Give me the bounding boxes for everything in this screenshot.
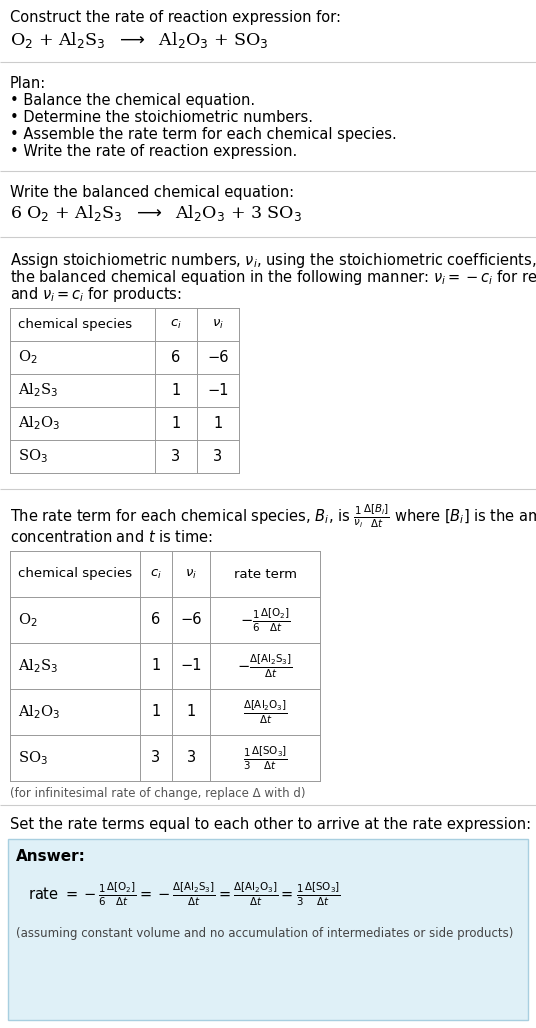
Text: the balanced chemical equation in the following manner: $\nu_i = -c_i$ for react: the balanced chemical equation in the fo…	[10, 268, 536, 287]
Text: Construct the rate of reaction expression for:: Construct the rate of reaction expressio…	[10, 10, 341, 25]
Text: $\nu_i$: $\nu_i$	[185, 567, 197, 581]
Text: rate $= -\frac{1}{6}\frac{\Delta[\mathrm{O_2}]}{\Delta t} = -\frac{\Delta[\mathr: rate $= -\frac{1}{6}\frac{\Delta[\mathrm…	[28, 881, 341, 909]
Text: 1: 1	[172, 416, 181, 431]
Text: 3: 3	[172, 449, 181, 464]
Text: rate term: rate term	[234, 567, 296, 581]
Text: Answer:: Answer:	[16, 849, 86, 864]
Text: • Assemble the rate term for each chemical species.: • Assemble the rate term for each chemic…	[10, 127, 397, 142]
Text: Al$_2$O$_3$: Al$_2$O$_3$	[18, 703, 60, 721]
Text: Write the balanced chemical equation:: Write the balanced chemical equation:	[10, 185, 294, 200]
Text: $\frac{\Delta[\mathrm{Al_2O_3}]}{\Delta t}$: $\frac{\Delta[\mathrm{Al_2O_3}]}{\Delta …	[243, 698, 287, 726]
Text: $c_i$: $c_i$	[150, 567, 162, 581]
Text: O$_2$: O$_2$	[18, 612, 38, 629]
Text: Plan:: Plan:	[10, 76, 46, 91]
Text: O$_2$: O$_2$	[18, 348, 38, 366]
Text: −1: −1	[180, 659, 202, 673]
Text: The rate term for each chemical species, $B_i$, is $\frac{1}{\nu_i}\frac{\Delta[: The rate term for each chemical species,…	[10, 503, 536, 530]
Text: $c_i$: $c_i$	[170, 318, 182, 331]
Text: 6 O$_2$ + Al$_2$S$_3$  $\longrightarrow$  Al$_2$O$_3$ + 3 SO$_3$: 6 O$_2$ + Al$_2$S$_3$ $\longrightarrow$ …	[10, 203, 302, 223]
Text: 6: 6	[172, 350, 181, 365]
Text: Al$_2$S$_3$: Al$_2$S$_3$	[18, 657, 58, 674]
Text: 6: 6	[151, 613, 161, 627]
Text: Set the rate terms equal to each other to arrive at the rate expression:: Set the rate terms equal to each other t…	[10, 817, 531, 832]
Text: 1: 1	[172, 383, 181, 398]
Text: 1: 1	[213, 416, 222, 431]
Text: (for infinitesimal rate of change, replace Δ with d): (for infinitesimal rate of change, repla…	[10, 787, 306, 800]
Text: (assuming constant volume and no accumulation of intermediates or side products): (assuming constant volume and no accumul…	[16, 927, 513, 940]
Text: $\frac{1}{3}\frac{\Delta[\mathrm{SO_3}]}{\Delta t}$: $\frac{1}{3}\frac{\Delta[\mathrm{SO_3}]}…	[243, 744, 287, 772]
Text: 1: 1	[187, 704, 196, 720]
Text: O$_2$ + Al$_2$S$_3$  $\longrightarrow$  Al$_2$O$_3$ + SO$_3$: O$_2$ + Al$_2$S$_3$ $\longrightarrow$ Al…	[10, 30, 269, 50]
Text: SO$_3$: SO$_3$	[18, 749, 48, 767]
Text: $-\frac{\Delta[\mathrm{Al_2S_3}]}{\Delta t}$: $-\frac{\Delta[\mathrm{Al_2S_3}]}{\Delta…	[237, 653, 293, 680]
Text: 3: 3	[213, 449, 222, 464]
Text: −6: −6	[180, 613, 202, 627]
Text: −1: −1	[207, 383, 229, 398]
FancyBboxPatch shape	[8, 839, 528, 1020]
Text: SO$_3$: SO$_3$	[18, 447, 48, 466]
Text: Assign stoichiometric numbers, $\nu_i$, using the stoichiometric coefficients, $: Assign stoichiometric numbers, $\nu_i$, …	[10, 251, 536, 270]
Text: Al$_2$S$_3$: Al$_2$S$_3$	[18, 381, 58, 399]
Text: 1: 1	[151, 659, 161, 673]
Text: • Write the rate of reaction expression.: • Write the rate of reaction expression.	[10, 144, 297, 159]
Text: −6: −6	[207, 350, 229, 365]
Text: $\nu_i$: $\nu_i$	[212, 318, 224, 331]
Text: chemical species: chemical species	[18, 318, 132, 331]
Text: • Determine the stoichiometric numbers.: • Determine the stoichiometric numbers.	[10, 110, 313, 125]
Text: 1: 1	[151, 704, 161, 720]
Text: concentration and $t$ is time:: concentration and $t$ is time:	[10, 529, 213, 545]
Text: chemical species: chemical species	[18, 567, 132, 581]
Text: and $\nu_i = c_i$ for products:: and $\nu_i = c_i$ for products:	[10, 285, 182, 304]
Text: 3: 3	[152, 750, 161, 766]
Text: $-\frac{1}{6}\frac{\Delta[\mathrm{O_2}]}{\Delta t}$: $-\frac{1}{6}\frac{\Delta[\mathrm{O_2}]}…	[240, 607, 291, 633]
Text: 3: 3	[187, 750, 196, 766]
Text: • Balance the chemical equation.: • Balance the chemical equation.	[10, 93, 255, 108]
Text: Al$_2$O$_3$: Al$_2$O$_3$	[18, 414, 60, 433]
